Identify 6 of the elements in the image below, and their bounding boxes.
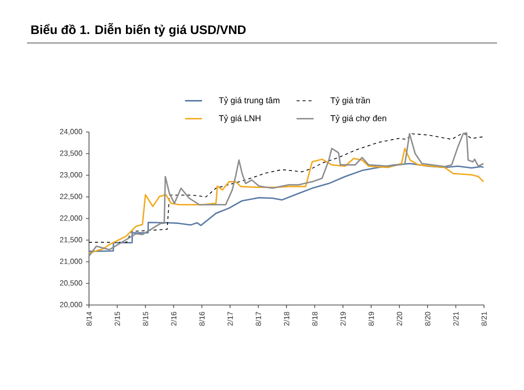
legend-label: Tỷ giá trung tâm <box>218 96 280 105</box>
legend-label: Tỷ giá LNH <box>218 114 260 123</box>
legend-label: Tỷ giá trần <box>330 96 370 106</box>
legend-label: Tỷ giá chợ đen <box>330 114 386 123</box>
chart-title: Biểu đồ 1. Diễn biến tỷ giá USD/VND <box>31 23 246 37</box>
line-series <box>88 162 484 252</box>
